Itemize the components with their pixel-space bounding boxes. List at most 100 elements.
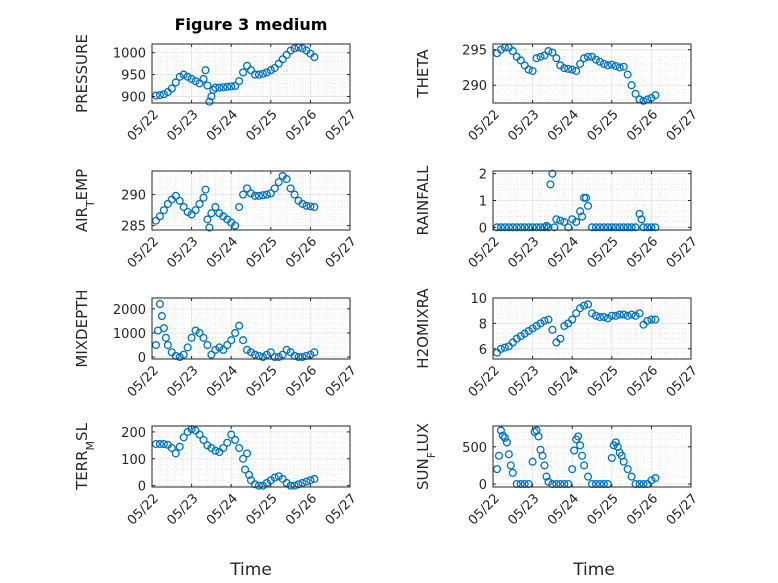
data-point [512, 334, 521, 343]
data-point [583, 201, 593, 210]
data-point [211, 345, 220, 354]
data-point [508, 468, 517, 477]
data-point [532, 54, 541, 63]
x-tick-label: 05/27 [323, 363, 360, 400]
x-axis-label-left: Time [229, 560, 272, 580]
x-tick-label: 05/22 [125, 234, 162, 271]
data-point [540, 461, 549, 470]
y-tick-label: 0 [479, 221, 487, 236]
x-tick-label: 05/26 [624, 363, 661, 400]
data-point [516, 56, 525, 65]
data-point [651, 474, 660, 483]
subplot-theta: 05/22 05/23 05/24 05/25 05/26 05/27 290 295 THET… [414, 43, 701, 144]
x-tick-label: 05/25 [585, 107, 622, 144]
data-point [639, 223, 648, 232]
data-point [607, 453, 616, 463]
data-point [266, 189, 275, 198]
data-point [516, 223, 525, 232]
x-tick-label: 05/23 [505, 107, 542, 144]
data-point [607, 60, 616, 69]
data-point [191, 206, 200, 215]
data-point [310, 474, 319, 483]
x-tick-label: 05/22 [466, 234, 503, 271]
y-tick-label: 200 [121, 426, 146, 441]
data-point [157, 312, 166, 321]
data-point [195, 79, 204, 88]
data-point [631, 89, 640, 98]
data-point [520, 329, 529, 338]
data-point [647, 223, 656, 232]
data-point [627, 223, 636, 232]
data-point [171, 449, 180, 458]
data-point [239, 336, 248, 345]
data-point [508, 223, 517, 232]
data-point [159, 206, 168, 215]
data-point [175, 353, 184, 362]
data-point [151, 439, 161, 449]
x-tick-label: 05/23 [164, 234, 201, 271]
data-point [231, 435, 240, 445]
data-point [528, 457, 537, 466]
data-point [250, 480, 260, 489]
data-point [205, 223, 214, 232]
data-point [183, 72, 192, 81]
x-tick-label: 05/24 [545, 107, 582, 144]
data-point [524, 326, 533, 336]
data-point [159, 324, 168, 333]
data-point [211, 202, 220, 212]
data-point [560, 321, 569, 331]
subplots: 05/22 05/23 05/24 05/25 05/26 05/279009501000… [73, 34, 701, 528]
data-point [310, 53, 319, 62]
data-point [161, 333, 170, 342]
data-point [231, 81, 240, 91]
data-point [623, 465, 632, 474]
data-point [235, 77, 244, 86]
data-point [171, 191, 180, 200]
y-axis-label: SUNFLUX [414, 423, 438, 490]
data-point [540, 316, 549, 325]
data-point [298, 199, 307, 208]
data-point [294, 353, 303, 362]
data-point [643, 223, 652, 232]
data-point [532, 321, 541, 331]
data-point [647, 315, 656, 324]
x-tick-label: 05/23 [505, 491, 542, 528]
x-tick-label: 05/23 [164, 363, 201, 400]
data-point [544, 477, 553, 486]
data-point [651, 91, 660, 100]
plot-area [493, 426, 691, 487]
data-point [155, 299, 164, 309]
data-point [623, 223, 632, 232]
x-tick-label: 05/25 [585, 234, 622, 271]
data-point [500, 343, 509, 352]
data-point [583, 300, 593, 309]
data-point [151, 91, 161, 100]
data-point [223, 82, 232, 91]
data-point [548, 48, 557, 57]
data-point [607, 311, 616, 320]
data-point [619, 62, 628, 71]
data-point [274, 59, 283, 68]
x-tick-label: 05/24 [204, 491, 241, 528]
data-point [564, 223, 573, 232]
data-point [242, 449, 252, 458]
data-point [151, 340, 161, 350]
data-point [250, 70, 260, 79]
data-point [587, 309, 597, 318]
data-point [643, 316, 652, 325]
data-point [520, 223, 529, 232]
x-tick-label: 05/25 [585, 491, 622, 528]
data-point [250, 350, 260, 359]
data-point [623, 311, 632, 320]
data-point [574, 432, 583, 441]
data-point [560, 64, 569, 73]
data-point [496, 45, 505, 54]
data-point [159, 90, 168, 99]
data-point [583, 52, 593, 61]
axes-box [151, 297, 351, 360]
data-point [599, 59, 608, 68]
data-point [175, 72, 184, 81]
data-point [205, 97, 214, 106]
data-point [199, 193, 208, 202]
data-point [286, 46, 295, 55]
